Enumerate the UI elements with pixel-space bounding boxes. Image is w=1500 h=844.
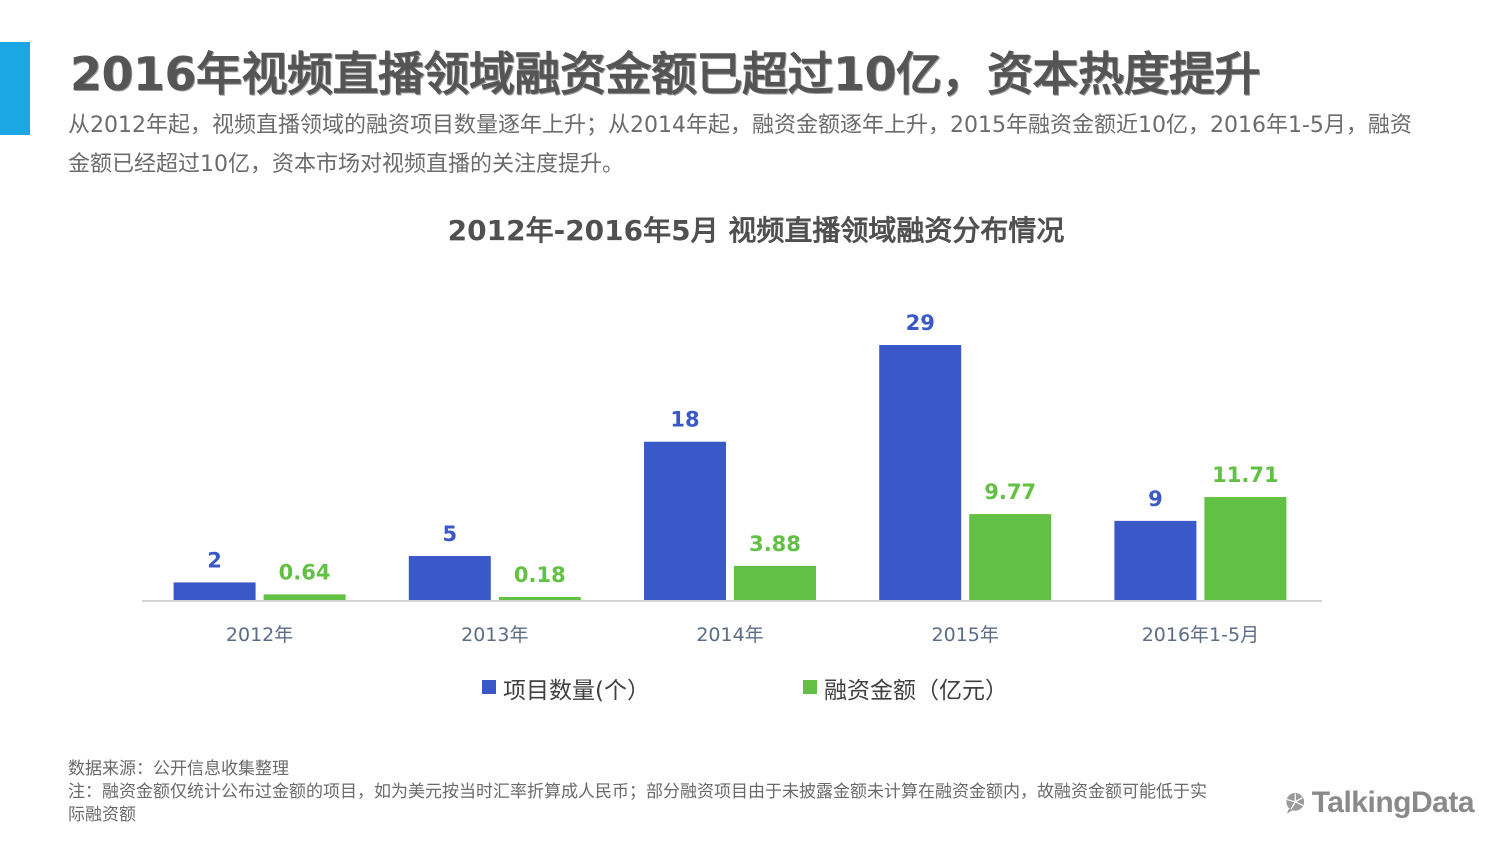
page-subtitle: 从2012年起，视频直播领域的融资项目数量逐年上升；从2014年起，融资金额逐年…	[68, 113, 1412, 177]
methodology-note: 注：融资金额仅统计公布过金额的项目，如为美元按当时汇率折算成人民币；部分融资项目…	[68, 782, 1207, 825]
chart-title: 2012年-2016年5月 视频直播领域融资分布情况	[448, 214, 1065, 247]
funding-amount-data-label-4: 9.77	[984, 480, 1036, 504]
funding-amount-bar-4	[969, 514, 1052, 600]
footnote: 数据来源：公开信息收集整理 注：融资金额仅统计公布过金额的项目，如为美元按当时汇…	[68, 758, 1208, 827]
project-count-bar-5	[1114, 520, 1197, 600]
talkingdata-logo-icon	[1286, 792, 1305, 814]
page-headline: 2016年视频直播领域融资金额已超过10亿，资本热度提升	[70, 47, 1261, 101]
data-source-note: 数据来源：公开信息收集整理	[68, 759, 289, 779]
project-count-legend-swatch	[482, 680, 496, 694]
funding-amount-bar-5	[1204, 497, 1287, 600]
project-count-data-label-2: 5	[442, 522, 457, 546]
talkingdata-logo: TalkingData	[1284, 783, 1475, 823]
project-count-bar-3	[644, 441, 726, 600]
project-count-data-label-5: 9	[1148, 487, 1163, 511]
funding-amount-bar-2	[498, 597, 581, 600]
funding-amount-bar-1	[263, 594, 346, 600]
project-count-bar-2	[408, 556, 491, 600]
project-count-bar-4	[879, 345, 962, 600]
title-accent-bar	[0, 42, 30, 135]
x-tick-label-2: 2013年	[461, 624, 528, 646]
funding-amount-data-label-1: 0.64	[279, 560, 331, 584]
funding-amount-data-label-5: 11.71	[1212, 463, 1278, 487]
project-count-bar-1	[173, 582, 256, 600]
x-tick-label-5: 2016年1-5月	[1142, 624, 1259, 646]
funding-amount-legend-swatch	[803, 680, 817, 694]
project-count-legend-label: 项目数量(个）	[503, 678, 650, 704]
project-count-data-label-3: 18	[670, 408, 699, 432]
funding-amount-data-label-3: 3.88	[749, 532, 801, 556]
project-count-data-label-1: 2	[207, 548, 222, 572]
x-tick-label-4: 2015年	[932, 624, 999, 646]
funding-amount-bar-3	[734, 565, 816, 600]
funding-amount-data-label-2: 0.18	[514, 563, 566, 587]
x-tick-label-3: 2014年	[696, 624, 763, 646]
x-tick-label-1: 2012年	[226, 624, 293, 646]
project-count-data-label-4: 29	[906, 311, 935, 335]
funding-amount-legend-label: 融资金额（亿元）	[824, 678, 1008, 704]
logo-text: TalkingData	[1311, 786, 1475, 819]
